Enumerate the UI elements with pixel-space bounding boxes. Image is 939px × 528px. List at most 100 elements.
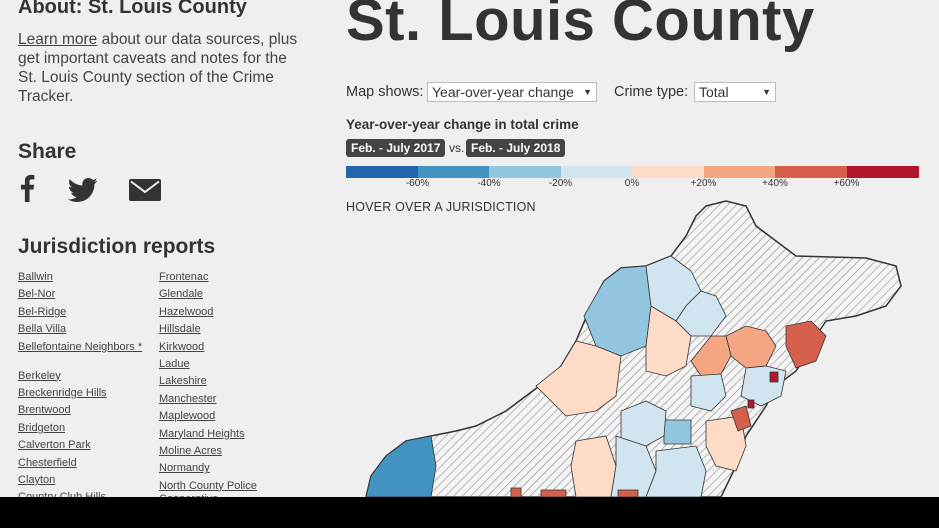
map-shows-label: Map shows: <box>346 84 424 100</box>
jurisdiction-link[interactable]: Breckenridge Hills <box>18 386 107 399</box>
facebook-icon[interactable] <box>18 174 36 207</box>
jurisdiction-link[interactable]: Maplewood <box>159 410 216 423</box>
jurisdiction-region[interactable] <box>769 371 779 383</box>
jurisdiction-link[interactable]: Bridgeton <box>18 421 66 434</box>
chevron-down-icon: ▼ <box>762 87 771 97</box>
jurisdiction-link[interactable]: Ballwin <box>18 271 53 283</box>
jurisdiction-link[interactable]: Bel-Nor <box>18 288 56 301</box>
jurisdiction-region[interactable] <box>610 435 657 497</box>
learn-more-link[interactable]: Learn more <box>18 31 98 48</box>
jurisdiction-region[interactable] <box>617 489 639 497</box>
jurisdiction-region[interactable] <box>730 405 752 432</box>
scale-tick-label: +60% <box>833 178 860 189</box>
jurisdiction-link[interactable]: Normandy <box>159 462 210 475</box>
list-item: Kirkwood <box>159 341 289 358</box>
jurisdiction-region[interactable] <box>570 435 617 497</box>
jurisdiction-link[interactable]: Glendale <box>159 288 204 301</box>
crime-type-select[interactable]: Total ▼ <box>694 82 776 102</box>
jurisdiction-link[interactable]: Brentwood <box>18 404 71 417</box>
list-item: Maryland Heights <box>159 428 289 445</box>
page-title: St. Louis County <box>346 0 815 53</box>
scale-segment <box>632 166 704 178</box>
jurisdiction-link[interactable]: Berkeley <box>18 369 61 382</box>
about-title: About: St. Louis County <box>18 0 247 18</box>
list-item: Normandy <box>159 462 289 479</box>
jurisdiction-link[interactable]: Clayton <box>18 473 56 486</box>
list-item: North County Police Cooperative <box>159 480 289 497</box>
jurisdiction-region[interactable] <box>690 373 727 412</box>
scale-segment <box>417 166 490 178</box>
jurisdiction-region[interactable] <box>747 399 755 409</box>
vs-text: vs. <box>449 141 465 155</box>
list-item: Hillsdale <box>159 323 289 340</box>
jurisdiction-link[interactable]: Maryland Heights <box>159 427 245 440</box>
scale-segment <box>560 166 633 178</box>
scale-tick-label: +20% <box>690 178 717 189</box>
list-item: Clayton <box>18 474 148 491</box>
jurisdiction-link[interactable]: Bellefontaine Neighbors * <box>18 340 143 353</box>
jurisdiction-link[interactable]: Kirkwood <box>159 340 205 353</box>
bottom-bar <box>0 497 939 528</box>
map-shows-select[interactable]: Year-over-year change ▼ <box>427 82 597 102</box>
jurisdiction-link[interactable]: Frontenac <box>159 271 209 283</box>
jurisdiction-region[interactable] <box>535 340 622 417</box>
jurisdiction-map[interactable] <box>346 196 939 497</box>
jurisdiction-link[interactable]: Chesterfield <box>18 456 77 469</box>
scale-tick-label: +40% <box>762 178 788 189</box>
period-b-badge: Feb. - July 2018 <box>466 139 566 157</box>
twitter-icon[interactable] <box>67 178 98 207</box>
jurisdiction-reports-title: Jurisdiction reports <box>18 235 216 258</box>
scale-segment <box>775 166 847 178</box>
jurisdiction-link[interactable]: Moline Acres <box>159 444 222 457</box>
list-item: Bridgeton <box>18 422 148 439</box>
jurisdiction-link[interactable]: Ladue <box>159 357 190 370</box>
jurisdiction-link[interactable]: North County Police Cooperative <box>159 479 257 497</box>
jurisdiction-list-col1: Ballwin Bel-Nor Bel-Ridge Bella Villa Bellef… <box>18 271 148 497</box>
list-item: Calverton Park <box>18 439 148 456</box>
scale-segment <box>489 166 561 178</box>
jurisdiction-link[interactable]: Hillsdale <box>159 323 201 336</box>
list-item: Bel-Ridge <box>18 306 148 323</box>
list-item: Ballwin <box>18 271 148 288</box>
list-item: Country Club Hills <box>18 491 148 497</box>
share-title: Share <box>18 140 77 163</box>
jurisdiction-region[interactable] <box>645 445 707 497</box>
list-item: Hazelwood <box>159 306 289 323</box>
jurisdiction-link[interactable]: Lakeshire <box>159 375 207 388</box>
jurisdiction-link[interactable]: Bella Villa <box>18 323 67 336</box>
list-item: Manchester <box>159 393 289 410</box>
crime-type-label: Crime type: <box>614 84 689 100</box>
list-item: Frontenac <box>159 271 289 288</box>
jurisdiction-region[interactable] <box>725 325 777 369</box>
email-icon[interactable] <box>129 179 161 206</box>
list-item: Moline Acres <box>159 445 289 462</box>
scale-segment <box>846 166 919 178</box>
period-a-badge: Feb. - July 2017 <box>346 139 446 157</box>
scale-tick-label: -40% <box>477 178 501 189</box>
list-item: Chesterfield <box>18 457 148 474</box>
list-item: Breckenridge Hills <box>18 387 148 404</box>
jurisdiction-region[interactable] <box>540 489 567 497</box>
list-item: Ladue <box>159 358 289 375</box>
jurisdiction-region[interactable] <box>663 419 692 445</box>
jurisdiction-link[interactable]: Bel-Ridge <box>18 305 67 318</box>
list-item: Bella Villa <box>18 323 148 340</box>
jurisdiction-region[interactable] <box>365 435 437 497</box>
scale-tick-label: -20% <box>548 178 573 189</box>
jurisdiction-region[interactable] <box>785 320 827 369</box>
hover-hint: HOVER OVER A JURISDICTION <box>346 200 536 214</box>
scale-segment <box>346 166 418 178</box>
jurisdiction-region[interactable] <box>510 487 522 497</box>
jurisdiction-region[interactable] <box>645 305 692 377</box>
list-item: Glendale <box>159 288 289 305</box>
chevron-down-icon: ▼ <box>583 87 592 97</box>
jurisdiction-link[interactable]: Manchester <box>159 392 217 405</box>
list-item: Maplewood <box>159 410 289 427</box>
about-description: about our data sources, plus get importa… <box>18 31 298 105</box>
jurisdiction-link[interactable]: Calverton Park <box>18 439 91 452</box>
jurisdiction-list-col2: Frontenac Glendale Hazelwood Hillsdale Kirkw… <box>159 271 289 497</box>
list-item: Brentwood <box>18 404 148 421</box>
crime-type-value: Total <box>699 84 729 100</box>
jurisdiction-link[interactable]: Country Club Hills <box>18 491 106 497</box>
jurisdiction-link[interactable]: Hazelwood <box>159 305 214 318</box>
